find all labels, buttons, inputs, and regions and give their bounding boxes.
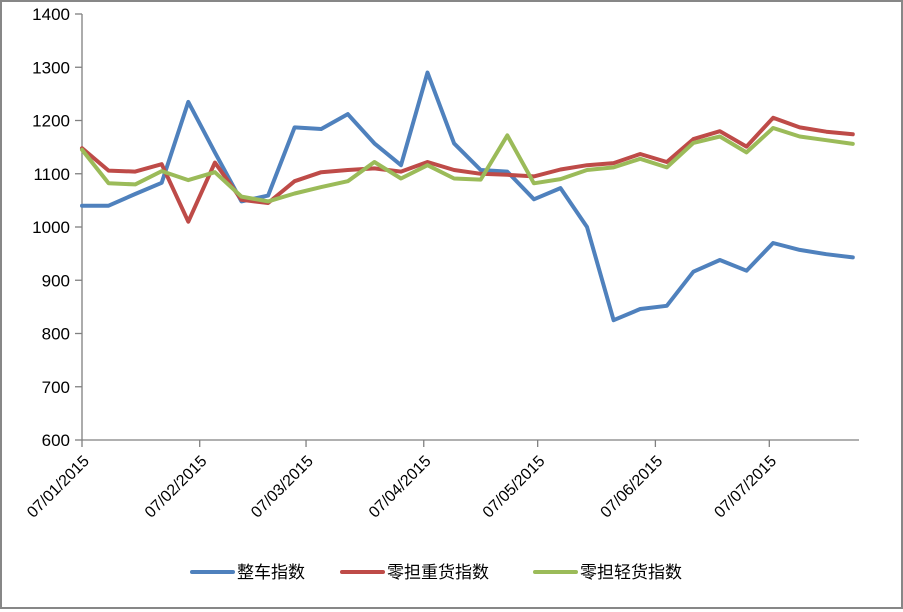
series-line-0 xyxy=(80,70,855,323)
y-tick-label: 1100 xyxy=(33,165,70,184)
x-tick-label: 07/02/2015 xyxy=(142,453,211,522)
y-tick-label: 600 xyxy=(42,431,70,450)
x-tick-label: 07/05/2015 xyxy=(480,453,549,522)
y-tick-label: 1300 xyxy=(32,58,70,77)
y-tick-label: 1000 xyxy=(32,218,70,237)
series-line-2 xyxy=(80,126,855,204)
x-tick-label: 07/07/2015 xyxy=(711,453,780,522)
x-tick-label: 07/04/2015 xyxy=(366,453,435,522)
x-tick-label: 07/06/2015 xyxy=(598,453,667,522)
legend-label-1: 零担重货指数 xyxy=(387,563,489,582)
y-tick-label: 900 xyxy=(42,271,70,290)
legend-label-2: 零担轻货指数 xyxy=(580,563,682,582)
y-tick-label: 700 xyxy=(42,378,70,397)
series-line-1 xyxy=(80,115,855,224)
legend-label-0: 整车指数 xyxy=(237,563,305,582)
y-tick-label: 1400 xyxy=(32,5,70,24)
y-tick-label: 1200 xyxy=(32,112,70,131)
y-tick-label: 800 xyxy=(42,325,70,344)
x-tick-label: 07/03/2015 xyxy=(248,453,317,522)
x-tick-label: 07/01/2015 xyxy=(24,453,93,522)
